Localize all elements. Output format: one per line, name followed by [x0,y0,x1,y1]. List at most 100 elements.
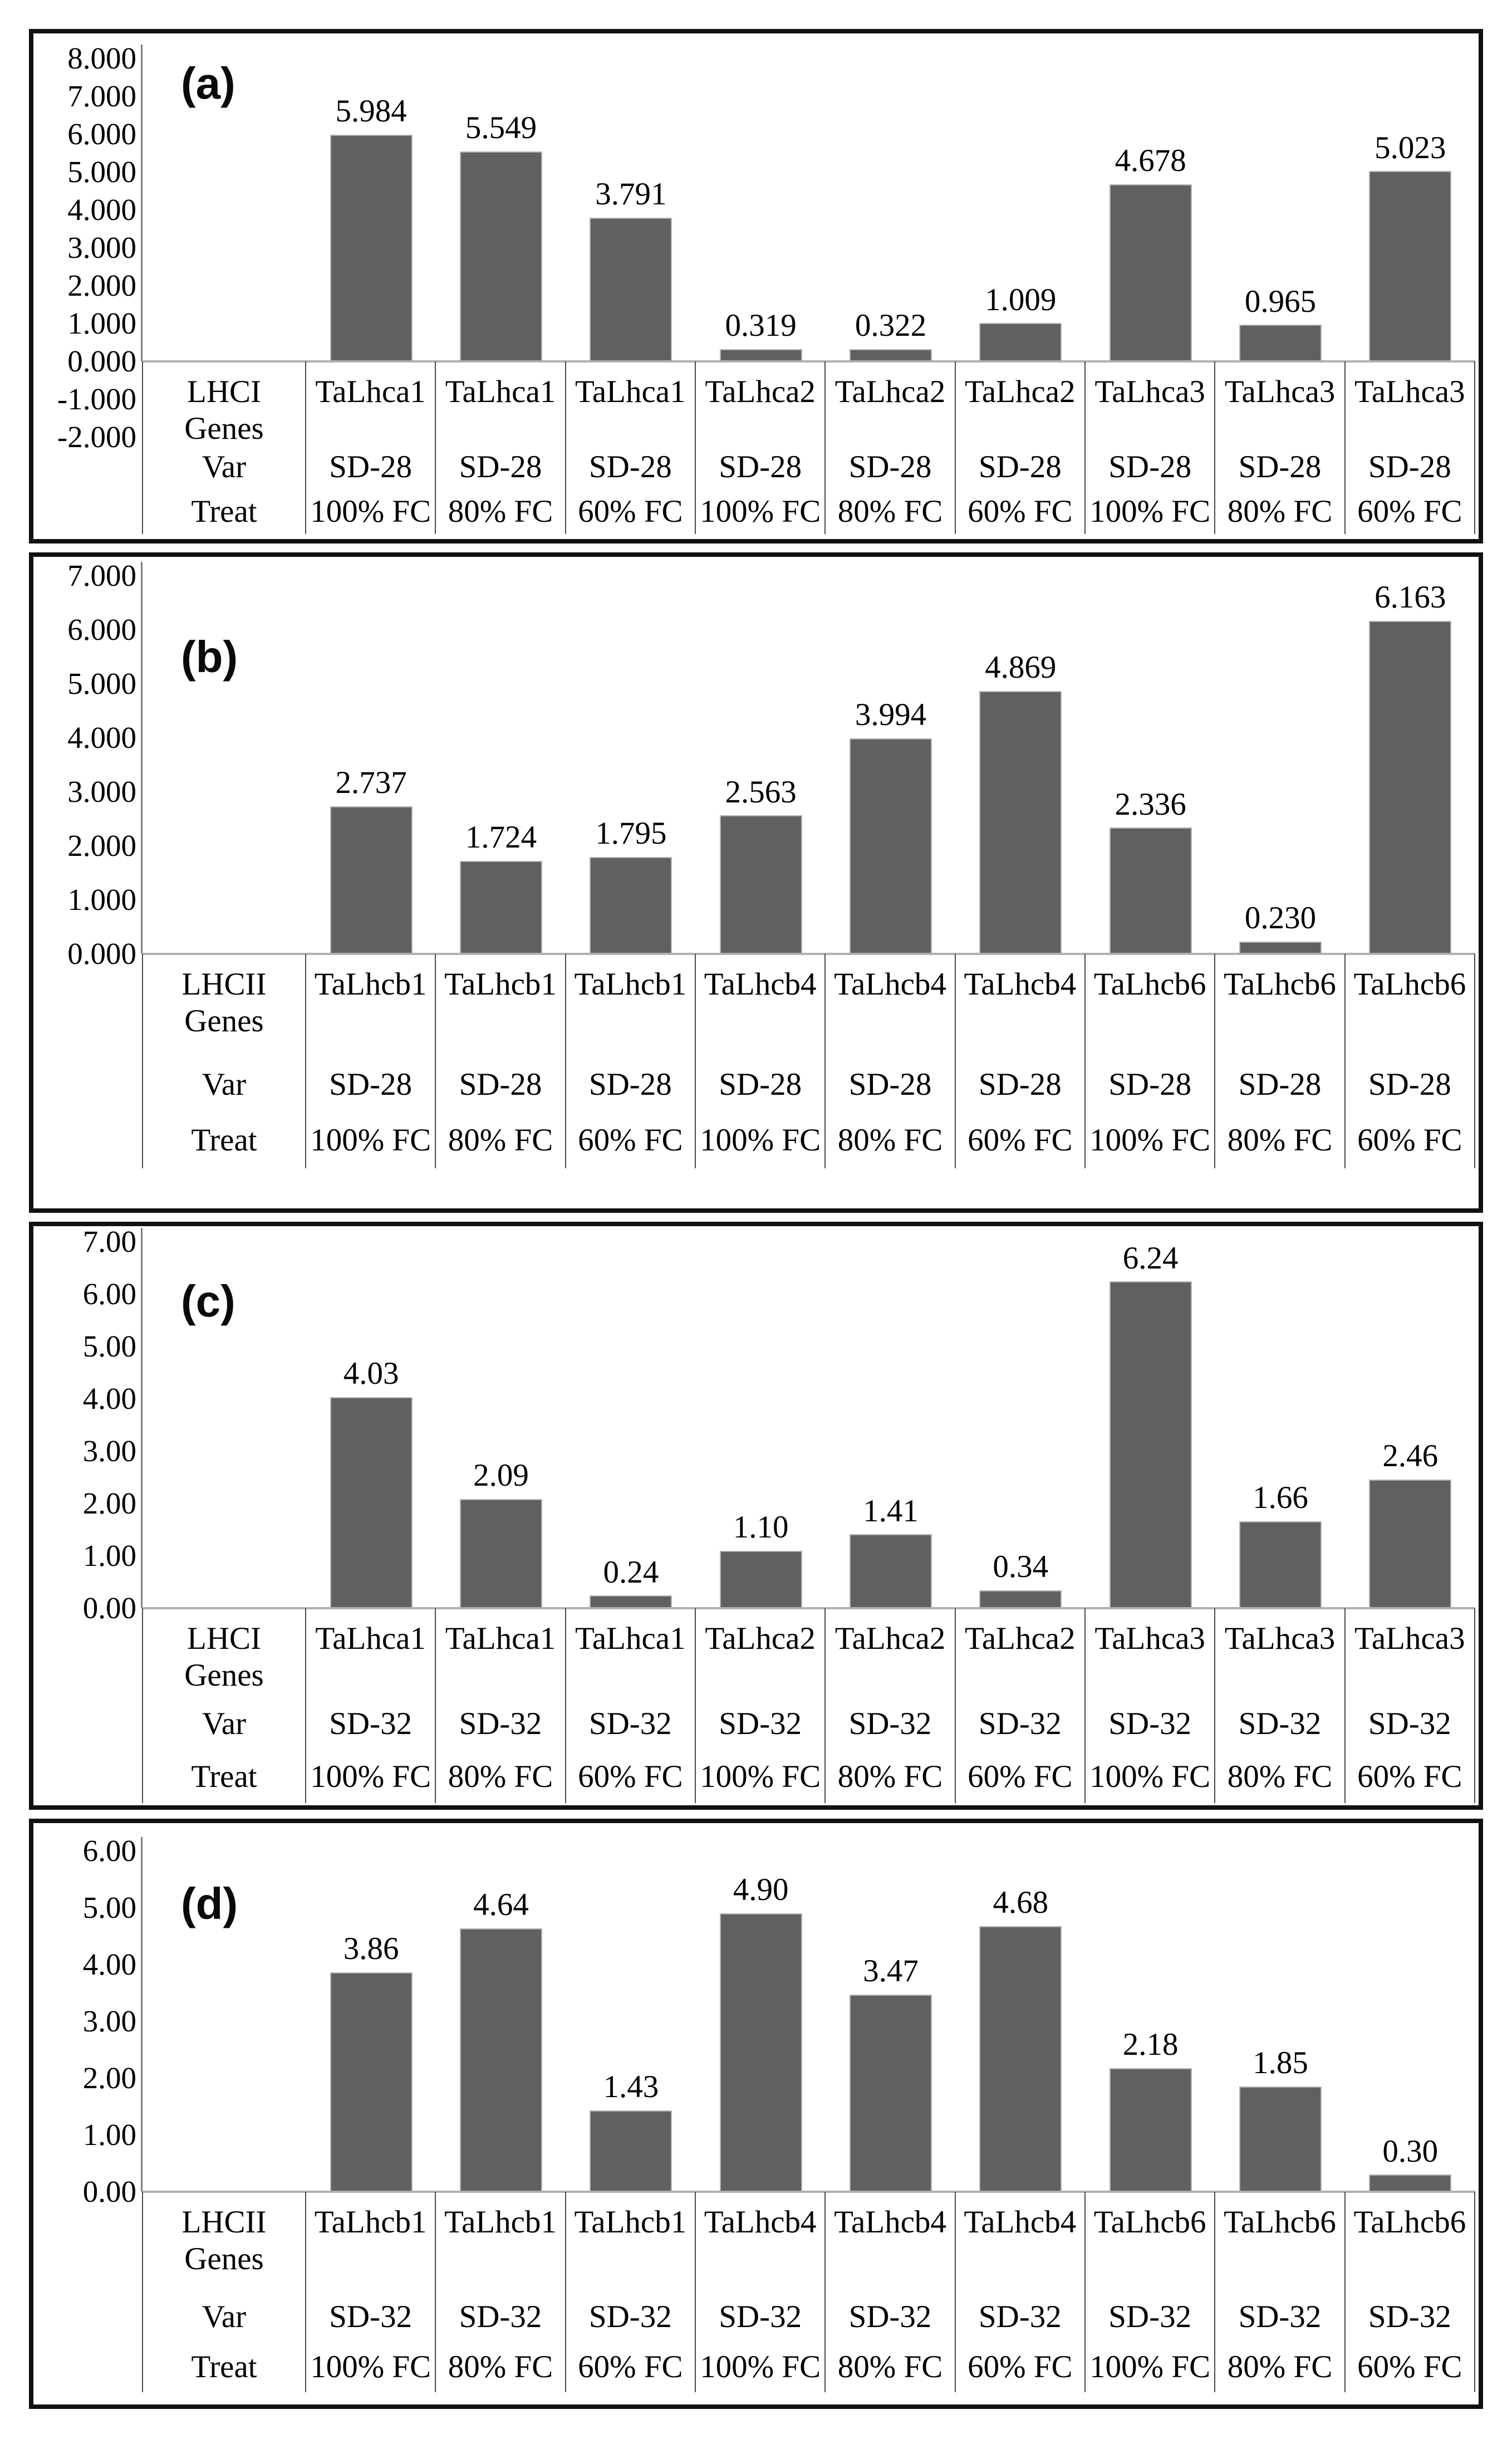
y-tick-label: 7.000 [67,559,136,592]
treatment-cell: 80% FC [826,2342,956,2392]
bar: 2.46 [1369,1439,1452,1608]
y-tick-label: 1.000 [67,883,136,917]
bar-value-label: 1.10 [733,1509,789,1545]
bar: 0.24 [590,1555,672,1608]
bar-slot: 4.678 [1086,33,1215,361]
gene-cell: TaLhca3 [1215,361,1346,445]
y-tick-label: 7.000 [67,79,136,113]
bar-slot: 2.563 [696,557,826,954]
bar-value-label: 1.85 [1253,2045,1308,2081]
bar: 3.47 [849,1955,932,2192]
x-baseline [142,1607,1475,1609]
y-tick-label: 7.00 [82,1225,136,1258]
gene-cell: TaLhca1 [566,361,696,445]
gene-cell: TaLhca1 [436,361,566,445]
bar: 0.322 [849,309,932,361]
gene-cell: TaLhca3 [1346,1608,1475,1697]
data-table: LHCI Genes TaLhca1 TaLhca1 TaLhca1 TaLhca2 Ta… [142,1608,1475,1803]
panel-letter-a: (a) [181,58,235,108]
variety-cell: SD-32 [566,1697,696,1750]
bar-slot: 3.47 [826,1823,955,2192]
y-tick-label: 5.00 [82,1891,136,1924]
bar-slot: 3.86 [306,1823,436,2192]
y-tick-label: 6.000 [67,613,136,647]
row-header-genes: LHCI Genes [142,1608,306,1697]
gene-cell: TaLhca2 [956,1608,1086,1697]
bar-slot: 1.43 [566,1823,696,2192]
treatment-cell: 60% FC [566,1113,696,1168]
gene-cell: TaLhcb6 [1346,954,1475,1057]
bar: 0.34 [979,1550,1062,1608]
bars-area: 3.86 4.64 1.43 4.90 3.47 4.68 2.18 1.85 0.30 [306,1823,1475,2192]
variety-cell: SD-28 [696,1057,826,1113]
bar: 1.43 [590,2070,672,2192]
bar-value-label: 0.322 [855,308,927,344]
bar-slot: 1.724 [436,557,566,954]
gene-cell: TaLhcb4 [826,2192,956,2292]
gene-cell: TaLhcb6 [1086,2192,1216,2292]
bar-slot: 5.984 [306,33,436,361]
y-tick-label: 5.00 [82,1329,136,1363]
y-tick-label: 0.00 [82,1591,136,1625]
treatment-cell: 100% FC [696,2342,826,2392]
bar: 5.549 [459,111,542,361]
gene-cell: TaLhcb4 [956,2192,1086,2292]
variety-cell: SD-32 [956,1697,1086,1750]
variety-cell: SD-32 [436,2292,566,2342]
gene-cell: TaLhcb6 [1346,2192,1475,2292]
y-tick-label: 3.000 [67,775,136,809]
bar-value-label: 0.34 [993,1549,1049,1585]
bar: 2.09 [459,1458,542,1608]
bar-value-label: 0.230 [1244,900,1317,936]
bar-value-label: 3.791 [595,177,667,212]
treatment-cell: 60% FC [956,2342,1086,2392]
y-tick-label: 6.00 [82,1277,136,1311]
variety-cell: SD-32 [1215,2292,1346,2342]
y-tick-label: 3.00 [82,2004,136,2038]
bar-slot: 1.009 [956,33,1086,361]
gene-cell: TaLhcb4 [826,954,956,1057]
data-table: LHCI Genes TaLhca1 TaLhca1 TaLhca1 TaLhca2 Ta… [142,361,1475,534]
panel-b: (b) 7.000 6.000 5.000 4.000 3.000 2.000 1.000 0… [29,552,1483,1213]
bar-value-label: 2.18 [1122,2026,1179,2062]
gene-cell: TaLhca3 [1086,361,1216,445]
treatment-cell: 100% FC [1086,2342,1216,2392]
y-tick-label: 1.00 [82,2118,136,2152]
treatment-cell: 80% FC [436,1113,566,1168]
gene-cell: TaLhca1 [306,361,436,445]
y-axis-line [141,1228,143,1608]
bar-value-label: 0.24 [603,1554,659,1590]
bar-value-label: 0.30 [1382,2133,1439,2169]
bar: 4.03 [330,1357,413,1608]
bar: 2.18 [1109,2027,1192,2192]
bar: 6.163 [1369,581,1452,954]
bar-slot: 6.24 [1086,1226,1215,1608]
bar: 0.30 [1369,2134,1452,2192]
variety-cell: SD-32 [306,2292,436,2342]
bar: 4.90 [719,1873,802,2192]
y-tick-label: 0.000 [67,344,136,378]
treatment-cell: 80% FC [436,489,566,534]
y-tick-label: 1.000 [67,306,136,340]
bar-value-label: 5.549 [465,110,537,145]
treatment-cell: 80% FC [1215,489,1346,534]
row-header-genes: LHCII Genes [142,954,306,1057]
treatment-cell: 80% FC [826,489,956,534]
variety-cell: SD-32 [1346,1697,1475,1750]
y-tick-label: 4.000 [67,193,136,227]
variety-cell: SD-28 [1086,445,1216,489]
bar: 3.791 [590,178,672,361]
variety-cell: SD-32 [696,2292,826,2342]
bar-slot: 0.24 [566,1226,696,1608]
y-axis-line [141,562,143,954]
bar-value-label: 0.965 [1244,283,1317,319]
bar-value-label: 4.64 [473,1887,529,1922]
bar-slot: 2.09 [436,1226,566,1608]
gene-cell: TaLhca2 [826,361,956,445]
bar-slot: 0.30 [1346,1823,1475,2192]
treatment-cell: 100% FC [306,2342,436,2392]
y-tick-label: 6.000 [67,117,136,151]
treatment-cell: 60% FC [956,1113,1086,1168]
bar-value-label: 1.009 [985,282,1057,317]
bar-slot: 4.869 [956,557,1086,954]
